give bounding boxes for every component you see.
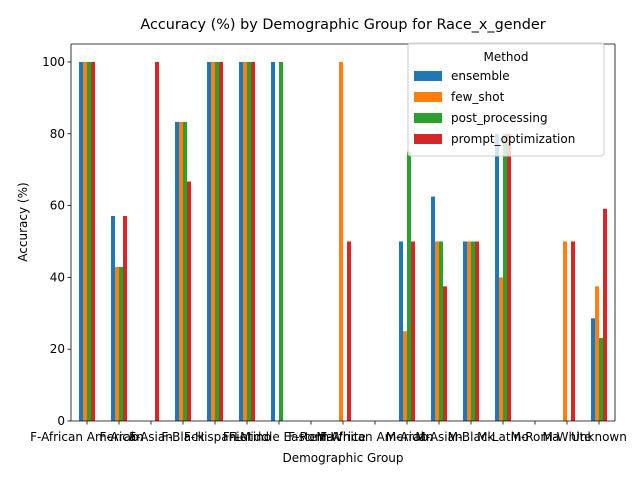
y-tick-label: 80 — [50, 127, 65, 141]
bar-few_shot-8 — [339, 61, 343, 421]
bar-few_shot-10 — [403, 331, 407, 421]
bar-post_processing-6 — [279, 61, 283, 421]
bar-prompt_optimization-16 — [603, 208, 607, 421]
bar-post_processing-10 — [407, 151, 411, 421]
bar-few_shot-1 — [115, 266, 119, 421]
bar-few_shot-13 — [499, 277, 503, 421]
bar-prompt_optimization-10 — [411, 241, 415, 421]
x-tick-label: F-Arab — [99, 430, 138, 444]
legend: Method ensemble few_shot post_processingpr… — [407, 42, 605, 157]
bar-prompt_optimization-13 — [507, 133, 511, 421]
x-tick-label: F-Asian — [129, 430, 173, 444]
bar-prompt_optimization-8 — [347, 241, 351, 421]
x-tick-label: F-Latino — [223, 430, 271, 444]
bar-post_processing-5 — [247, 61, 251, 421]
y-tick-label: 40 — [50, 270, 65, 284]
bar-few_shot-3 — [179, 121, 183, 421]
bar-prompt_optimization-15 — [571, 241, 575, 421]
bar-post_processing-4 — [215, 61, 219, 421]
x-tick-label: F-Black — [161, 430, 204, 444]
bar-prompt_optimization-1 — [123, 215, 127, 421]
x-tick-label: F-Roma — [288, 430, 333, 444]
legend-swatch-ensemble — [414, 71, 442, 81]
x-tick-label: M-Black — [448, 430, 495, 444]
legend-label-post_processing: post_processing — [451, 111, 548, 125]
x-tick-label: M-Latino — [477, 430, 529, 444]
bar-ensemble-3 — [175, 121, 179, 421]
bar-few_shot-15 — [563, 241, 567, 421]
bar-post_processing-13 — [503, 133, 507, 421]
bar-ensemble-4 — [207, 61, 211, 421]
bar-ensemble-12 — [463, 241, 467, 421]
y-tick-label: 100 — [42, 55, 65, 69]
x-tick-label: F-White — [320, 430, 366, 444]
bar-ensemble-10 — [399, 241, 403, 421]
x-tick-label: Unknown — [571, 430, 627, 444]
legend-swatch-prompt_optimization — [414, 134, 442, 144]
legend-label-prompt_optimization: prompt_optimization — [451, 132, 575, 146]
legend-swatch-post_processing — [414, 113, 442, 123]
x-tick-label: M-Roma — [511, 430, 560, 444]
legend-label-few_shot: few_shot — [451, 90, 505, 104]
x-tick-label: M-Asian — [415, 430, 462, 444]
chart-title: Accuracy (%) by Demographic Group for Ra… — [140, 17, 545, 33]
bar-post_processing-11 — [439, 241, 443, 421]
bar-post_processing-3 — [183, 121, 187, 421]
x-tick-label: F-African American — [30, 430, 144, 444]
legend-frame — [407, 42, 605, 157]
bar-ensemble-6 — [271, 61, 275, 421]
bar-ensemble-11 — [431, 196, 435, 421]
x-tick-label: M-Arab — [386, 430, 429, 444]
bar-post_processing-16 — [599, 338, 603, 421]
bar-prompt_optimization-12 — [475, 241, 479, 421]
x-tick-label: F-Hispanic — [184, 430, 246, 444]
bar-post_processing-1 — [119, 266, 123, 421]
bar-ensemble-0 — [79, 61, 83, 421]
y-tick-label: 20 — [50, 342, 65, 356]
bar-few_shot-0 — [83, 61, 87, 421]
x-tick-label: M-African American — [316, 430, 433, 444]
legend-label-ensemble: ensemble — [451, 69, 510, 83]
x-tick-label: F-Middle Eastern — [229, 430, 329, 444]
bar-prompt_optimization-5 — [251, 61, 255, 421]
bar-ensemble-16 — [591, 318, 595, 421]
y-tick-label: 60 — [50, 199, 65, 213]
bar-post_processing-12 — [471, 241, 475, 421]
bar-few_shot-16 — [595, 286, 599, 421]
bar-prompt_optimization-2 — [155, 61, 159, 421]
bar-ensemble-1 — [111, 215, 115, 421]
bar-post_processing-0 — [87, 61, 91, 421]
bar-few_shot-11 — [435, 241, 439, 421]
bar-ensemble-5 — [239, 61, 243, 421]
bar-ensemble-13 — [495, 133, 499, 421]
bar-prompt_optimization-11 — [443, 286, 447, 421]
legend-swatch-few_shot — [414, 92, 442, 102]
x-axis-label: Demographic Group — [282, 451, 403, 465]
bar-few_shot-4 — [211, 61, 215, 421]
bar-few_shot-5 — [243, 61, 247, 421]
y-axis-label: Accuracy (%) — [16, 182, 30, 261]
legend-title: Method — [483, 50, 528, 64]
bar-prompt_optimization-3 — [187, 181, 191, 421]
bar-prompt_optimization-0 — [91, 61, 95, 421]
x-tick-label: M-White — [542, 430, 591, 444]
bar-prompt_optimization-4 — [219, 61, 223, 421]
y-tick-label: 0 — [57, 414, 65, 428]
bar-few_shot-12 — [467, 241, 471, 421]
